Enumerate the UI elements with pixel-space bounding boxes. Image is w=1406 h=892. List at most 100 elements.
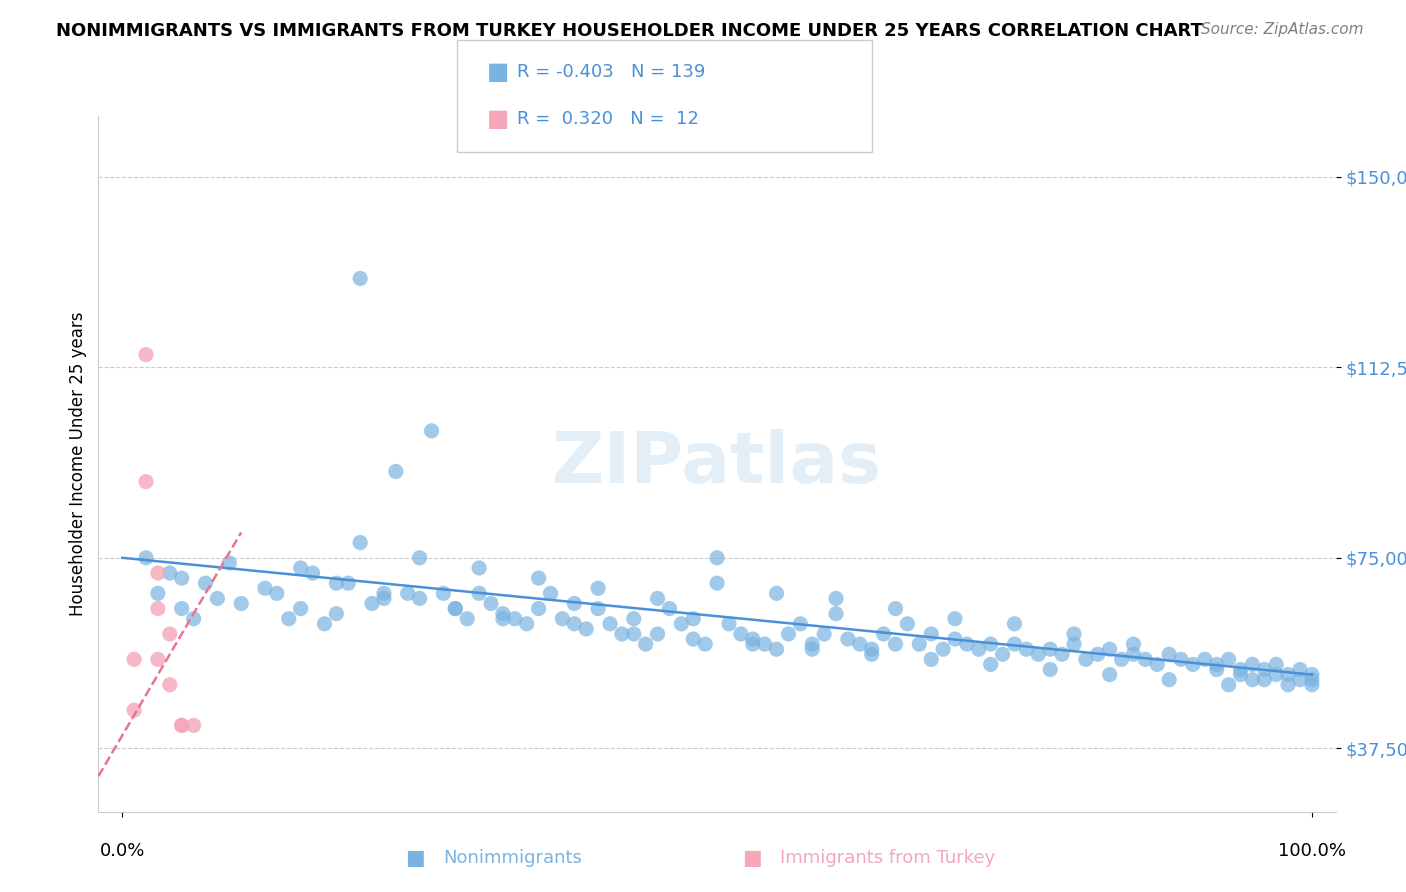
Point xyxy=(1146,657,1168,672)
Point xyxy=(194,576,217,591)
Point xyxy=(943,612,966,626)
Text: R =  0.320   N =  12: R = 0.320 N = 12 xyxy=(517,111,699,128)
Point xyxy=(325,576,347,591)
Point xyxy=(170,571,193,585)
Point xyxy=(943,632,966,646)
Point xyxy=(253,581,276,595)
Point xyxy=(159,566,181,580)
Point xyxy=(1004,637,1026,651)
Point xyxy=(432,586,454,600)
Point xyxy=(492,612,515,626)
Point xyxy=(586,581,609,595)
Point xyxy=(456,612,478,626)
Point xyxy=(396,586,419,600)
Point xyxy=(1050,648,1073,662)
Point xyxy=(373,591,395,606)
Point xyxy=(183,612,205,626)
Point xyxy=(1170,652,1192,666)
Point xyxy=(266,586,288,600)
Point xyxy=(207,591,229,606)
Point xyxy=(1135,652,1157,666)
Text: ■: ■ xyxy=(486,61,509,85)
Point xyxy=(146,601,169,615)
Point xyxy=(492,607,515,621)
Point xyxy=(479,597,502,611)
Point xyxy=(1159,648,1181,662)
Point xyxy=(1122,637,1144,651)
Point xyxy=(1063,637,1085,651)
Point xyxy=(1218,678,1240,692)
Point xyxy=(1301,678,1323,692)
Text: ■: ■ xyxy=(486,107,509,131)
Text: 100.0%: 100.0% xyxy=(1278,842,1346,860)
Point xyxy=(1181,657,1204,672)
Point xyxy=(540,586,562,600)
Point xyxy=(754,637,776,651)
Point xyxy=(658,601,681,615)
Point xyxy=(122,703,145,717)
Point xyxy=(1074,652,1097,666)
Point xyxy=(1265,657,1288,672)
Point xyxy=(586,601,609,615)
Point xyxy=(706,576,728,591)
Text: NONIMMIGRANTS VS IMMIGRANTS FROM TURKEY HOUSEHOLDER INCOME UNDER 25 YEARS CORREL: NONIMMIGRANTS VS IMMIGRANTS FROM TURKEY … xyxy=(56,22,1204,40)
Point xyxy=(1111,652,1133,666)
Point xyxy=(516,616,538,631)
Point xyxy=(1229,663,1251,677)
Point xyxy=(908,637,931,651)
Point xyxy=(1218,652,1240,666)
Point xyxy=(1039,663,1062,677)
Point xyxy=(468,561,491,575)
Point xyxy=(1289,663,1312,677)
Point xyxy=(872,627,894,641)
Point xyxy=(218,556,240,570)
Point xyxy=(778,627,800,641)
Point xyxy=(647,591,669,606)
Point xyxy=(444,601,467,615)
Point xyxy=(849,637,872,651)
Point xyxy=(527,601,550,615)
Point xyxy=(314,616,336,631)
Point xyxy=(695,637,717,651)
Point xyxy=(135,550,157,565)
Point xyxy=(1122,648,1144,662)
Point xyxy=(1098,667,1121,681)
Point xyxy=(159,678,181,692)
Point xyxy=(682,612,704,626)
Point xyxy=(991,648,1014,662)
Point xyxy=(706,550,728,565)
Text: R = -0.403   N = 139: R = -0.403 N = 139 xyxy=(517,63,706,81)
Point xyxy=(290,561,312,575)
Point xyxy=(408,591,430,606)
Point xyxy=(1265,667,1288,681)
Y-axis label: Householder Income Under 25 years: Householder Income Under 25 years xyxy=(69,311,87,616)
Point xyxy=(634,637,657,651)
Point xyxy=(408,550,430,565)
Point xyxy=(575,622,598,636)
Point xyxy=(1205,657,1227,672)
Point xyxy=(789,616,811,631)
Point xyxy=(170,718,193,732)
Point xyxy=(1205,663,1227,677)
Point xyxy=(623,612,645,626)
Text: ■: ■ xyxy=(405,848,425,868)
Point xyxy=(349,271,371,285)
Point xyxy=(801,642,824,657)
Point xyxy=(825,591,848,606)
Point xyxy=(801,637,824,651)
Point xyxy=(135,348,157,362)
Point xyxy=(468,586,491,600)
Point xyxy=(837,632,859,646)
Point xyxy=(1229,667,1251,681)
Point xyxy=(1253,663,1275,677)
Point xyxy=(146,566,169,580)
Point xyxy=(551,612,574,626)
Point xyxy=(741,632,763,646)
Text: Source: ZipAtlas.com: Source: ZipAtlas.com xyxy=(1201,22,1364,37)
Point xyxy=(562,616,585,631)
Point xyxy=(277,612,299,626)
Point xyxy=(170,718,193,732)
Point xyxy=(671,616,693,631)
Point xyxy=(146,586,169,600)
Point xyxy=(1026,648,1049,662)
